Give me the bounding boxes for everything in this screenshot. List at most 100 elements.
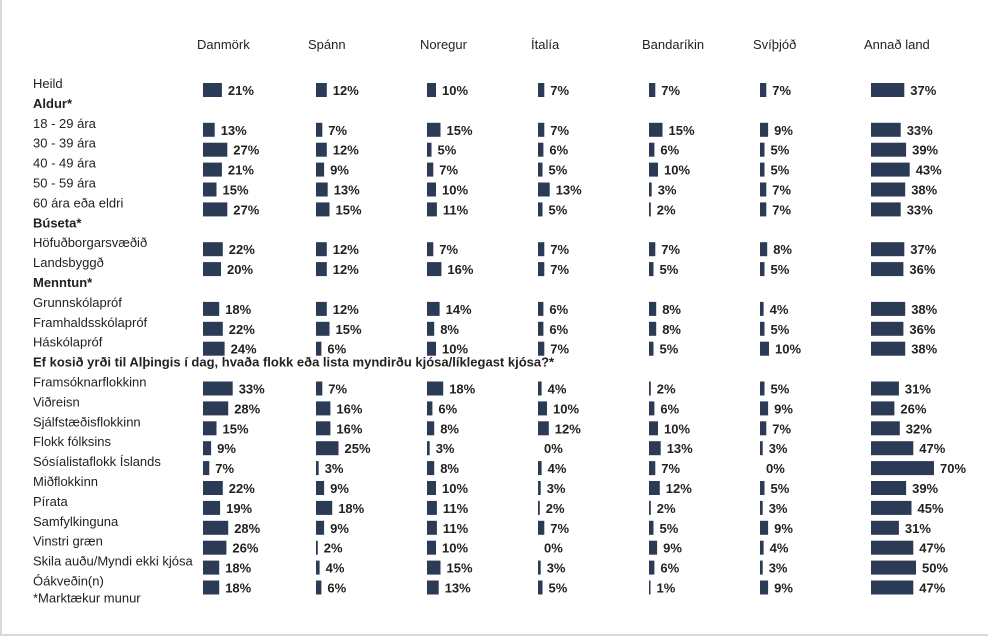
bar [649,381,651,396]
bar [871,500,912,515]
bar [649,202,651,217]
data-label: 6% [327,581,346,596]
data-label: 7% [661,242,680,257]
bar [203,301,220,316]
data-label: 15% [336,202,362,217]
data-label: 5% [771,481,790,496]
row-label: Viðreisn [33,394,80,409]
data-label: 28% [234,401,260,416]
bar [538,122,545,137]
data-label: 6% [549,143,568,158]
data-label: 2% [657,382,676,397]
bar [649,122,663,137]
bar [760,122,769,137]
data-label: 22% [229,242,255,257]
data-label: 15% [223,421,249,436]
data-label: 9% [774,123,793,138]
data-label: 5% [549,163,568,178]
data-label: 6% [327,342,346,357]
data-label: 8% [773,242,792,257]
data-label: 7% [439,242,458,257]
bar [203,341,225,356]
bar [316,242,327,257]
row-label: Óákveðin(n) [33,574,104,589]
row-label: Framhaldsskólapróf [33,315,148,330]
bar [203,262,221,277]
data-label: 0% [544,441,563,456]
data-label: 7% [550,242,569,257]
bar [427,540,436,555]
row-label: 40 - 49 ára [33,156,97,171]
data-label: 39% [912,481,938,496]
data-label: 14% [446,302,472,317]
bar [760,182,767,197]
row-label: Landsbyggð [33,255,104,270]
data-label: 18% [225,581,251,596]
bar [316,262,327,277]
bar [871,520,899,535]
bar [203,481,223,495]
data-label: 21% [228,163,254,178]
data-label: 12% [333,262,359,277]
bar [316,560,320,575]
bar [760,401,769,416]
bar [871,182,906,197]
data-label: 37% [910,83,936,98]
bar [538,162,543,177]
bar [760,500,763,515]
bar [427,580,439,595]
data-label: 16% [447,262,473,277]
bar [427,142,432,157]
data-label: 33% [907,123,933,138]
data-label: 8% [440,421,459,436]
bar [203,580,220,595]
data-label: 5% [771,143,790,158]
data-label: 10% [664,421,690,436]
data-label: 39% [912,143,938,158]
bar [649,401,655,416]
data-label: 0% [766,461,785,476]
data-label: 5% [771,262,790,277]
row-label: Grunnskólapróf [33,295,122,310]
bar [427,461,435,476]
bar [760,580,769,595]
bar [871,341,906,356]
bar [203,83,222,97]
data-label: 10% [442,183,468,198]
data-label: 12% [333,302,359,317]
data-label: 15% [447,561,473,576]
data-label: 9% [774,521,793,536]
data-label: 10% [442,481,468,496]
bar [427,83,436,97]
data-label: 31% [905,521,931,536]
data-label: 5% [549,581,568,596]
data-label: 6% [660,401,679,416]
bar [427,202,437,217]
data-label: 1% [657,581,676,596]
row-label: Heild [33,76,63,91]
data-label: 3% [769,441,788,456]
data-label: 12% [333,242,359,257]
frame-left-border [0,0,2,636]
bar [316,321,330,336]
bar [871,421,900,436]
data-label: 43% [916,163,942,178]
bar [871,540,914,555]
data-label: 5% [660,342,679,357]
data-label: 38% [911,183,937,198]
bar [538,421,549,436]
data-label: 3% [547,481,566,496]
bar [760,421,767,436]
data-label: 8% [662,322,681,337]
data-label: 16% [336,421,362,436]
data-label: 15% [336,322,362,337]
data-label: 10% [664,163,690,178]
bar [427,182,436,197]
data-label: 25% [345,441,371,456]
data-label: 27% [233,202,259,217]
row-label: 50 - 59 ára [33,176,97,191]
data-label: 9% [217,441,236,456]
bar [427,262,442,277]
data-label: 12% [555,421,581,436]
data-label: 6% [660,143,679,158]
